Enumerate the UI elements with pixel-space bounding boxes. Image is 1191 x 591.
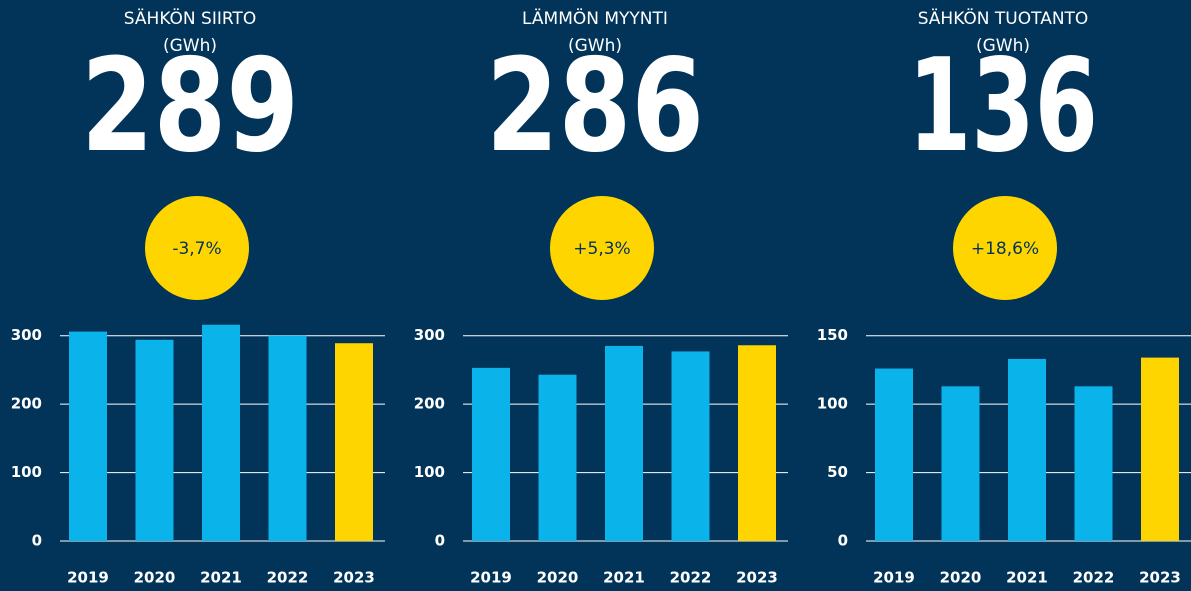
bar: [605, 345, 643, 541]
bar: [875, 368, 913, 541]
x-tick-label: 2022: [1073, 569, 1115, 587]
x-tick-label: 2021: [1006, 569, 1048, 587]
x-tick-label: 2022: [670, 569, 712, 587]
y-tick-label: 100: [11, 463, 42, 481]
change-badge: [953, 196, 1057, 300]
y-tick-label: 200: [414, 395, 445, 413]
x-tick-label: 2020: [537, 569, 579, 587]
change-label: -3,7%: [172, 239, 221, 259]
chart-subtitle: (GWh): [163, 36, 217, 56]
x-tick-label: 2021: [200, 569, 242, 587]
chart-title: SÄHKÖN SIIRTO: [124, 7, 256, 29]
x-tick-label: 2019: [873, 569, 915, 587]
headline-number: 286: [486, 32, 704, 181]
y-tick-label: 100: [817, 395, 848, 413]
chart-title: SÄHKÖN TUOTANTO: [918, 7, 1089, 29]
x-tick-label: 2023: [333, 569, 375, 587]
bar: [1074, 386, 1113, 541]
change-badge: [550, 196, 654, 300]
y-tick-label: 300: [11, 326, 42, 344]
change-label: +18,6%: [971, 239, 1039, 259]
y-tick-label: 200: [11, 395, 42, 413]
y-tick-label: 0: [435, 532, 445, 550]
y-tick-label: 300: [414, 326, 445, 344]
chart-subtitle: (GWh): [976, 36, 1030, 56]
bar: [472, 367, 510, 541]
y-tick-label: 0: [838, 532, 848, 550]
x-tick-label: 2023: [736, 569, 778, 587]
chart-title: LÄMMÖN MYYNTI: [522, 7, 668, 29]
y-tick-label: 150: [817, 326, 848, 344]
y-tick-label: 50: [827, 463, 848, 481]
change-label: +5,3%: [573, 239, 630, 259]
x-tick-label: 2021: [603, 569, 645, 587]
bar: [69, 331, 107, 541]
bar: [941, 386, 980, 541]
bar: [538, 374, 577, 541]
x-tick-label: 2023: [1139, 569, 1181, 587]
headline-number: 136: [908, 32, 1098, 181]
y-tick-label: 0: [32, 532, 42, 550]
chart-subtitle: (GWh): [568, 36, 622, 56]
bar: [335, 343, 373, 541]
x-tick-label: 2022: [267, 569, 309, 587]
bar: [202, 324, 240, 541]
headline-number: 289: [81, 32, 299, 181]
bar: [671, 351, 710, 541]
x-tick-label: 2020: [134, 569, 176, 587]
y-tick-label: 100: [414, 463, 445, 481]
change-badge: [145, 196, 249, 300]
bar: [738, 345, 776, 541]
bar: [1141, 357, 1179, 541]
x-tick-label: 2019: [470, 569, 512, 587]
bar: [268, 335, 307, 541]
x-tick-label: 2019: [67, 569, 109, 587]
bar: [1008, 358, 1046, 541]
x-tick-label: 2020: [940, 569, 982, 587]
bar: [135, 339, 174, 541]
